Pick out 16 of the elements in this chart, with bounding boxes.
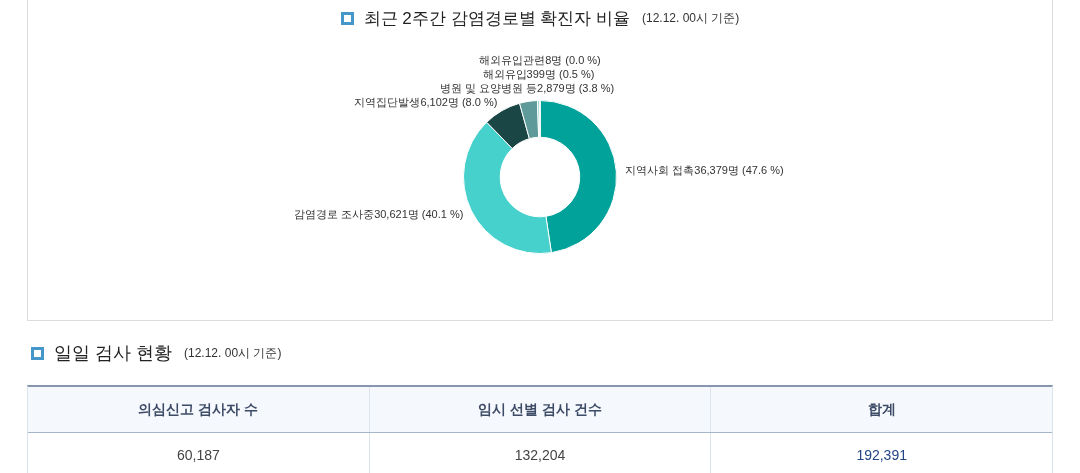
slice-label: 지역사회 접촉36,379명 (47.6 %): [625, 163, 784, 176]
text: (12.12. 00시 기준): [184, 344, 282, 362]
slice-label: 해외유입관련8명 (0.0 %): [479, 53, 601, 66]
category-label: 임시 선별 검사 건수: [368, 387, 711, 432]
data-label: 132,204: [368, 433, 711, 473]
data-label: 60,187: [175, 446, 221, 465]
category-label: 합계: [710, 387, 1053, 432]
chart-title: 최근 2주간 감염경로별 확진자 비율: [363, 8, 630, 30]
category-label: 의심신고 검사자 수: [137, 399, 260, 419]
text: 일일 검사 현황: [54, 342, 173, 365]
data-label: 192,391: [710, 433, 1053, 473]
slice-label: 지역집단발생6,102명 (8.0 %): [354, 95, 498, 108]
chart-subtitle: (12.12. 00시 기준): [641, 10, 740, 27]
slice-label: 병원 및 요양병원 등2,879명 (3.8 %): [439, 81, 615, 94]
slice-label: 해외유입399명 (0.5 %): [482, 67, 595, 80]
slice-label: 감염경로 조사중30,621명 (40.1 %): [294, 208, 464, 221]
